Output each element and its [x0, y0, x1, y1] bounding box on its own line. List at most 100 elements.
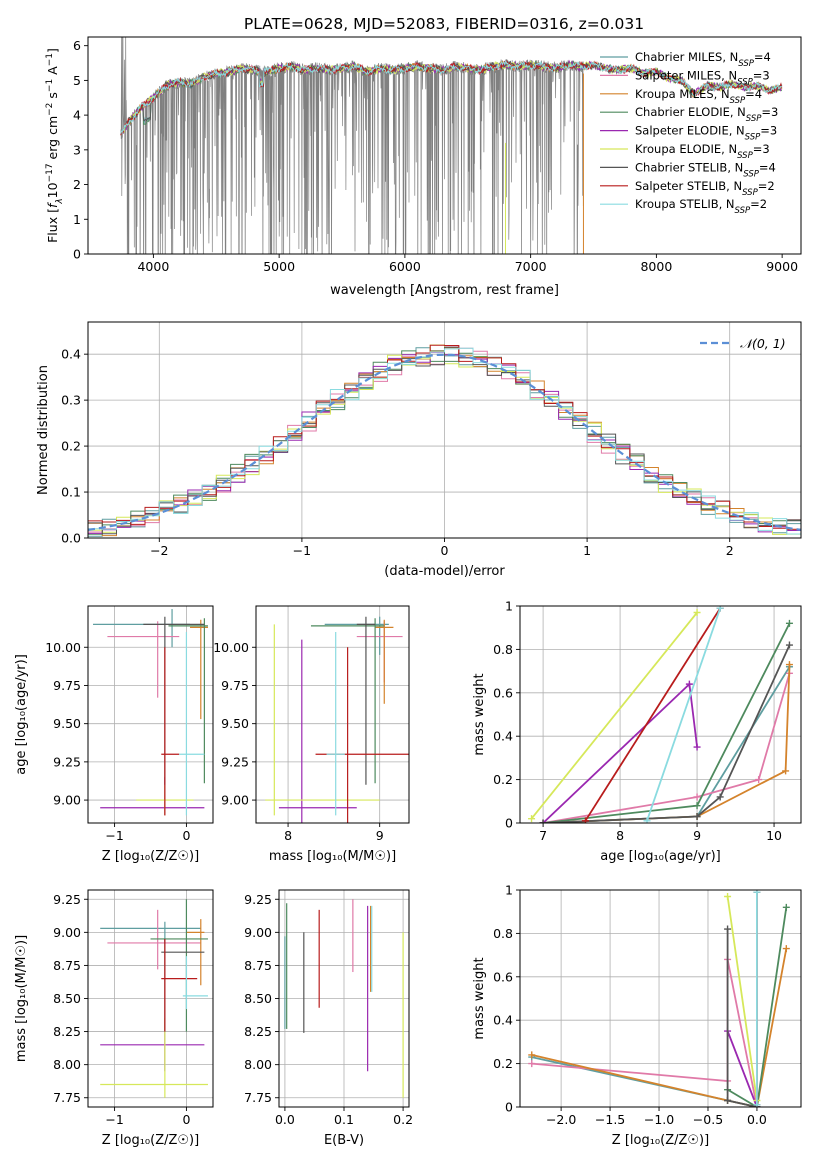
weight-vs-age-ylabel: mass weight — [472, 673, 487, 755]
mass-weight-line — [726, 1030, 758, 1107]
residuals-ytick-label: 0.4 — [61, 347, 81, 362]
mass-vs-ebv-ytick-label: 9.25 — [244, 892, 272, 907]
mass-weight-line — [584, 607, 721, 822]
spectrum-xtick-label: 8000 — [640, 259, 672, 274]
errorbar-point — [182, 956, 208, 1010]
mass-vs-z-ytick-label: 9.00 — [53, 925, 81, 940]
residuals-ytick-label: 0.3 — [61, 393, 81, 408]
residuals-ytick-label: 0.0 — [61, 531, 81, 546]
weight-vs-age-frame — [519, 605, 802, 824]
mass-vs-ebv-xtick-label: 0.0 — [275, 1112, 295, 1127]
errorbar-point — [190, 619, 208, 720]
weight-vs-age-xtick-label: 9 — [693, 828, 701, 843]
errorbar-point — [161, 647, 180, 816]
errorbar-point — [100, 921, 201, 942]
errorbar-point — [161, 938, 198, 1032]
legend-nssp-value: =4 — [754, 50, 771, 64]
weight-vs-z-xtick-label: 0.0 — [747, 1112, 767, 1127]
legend-nssp-sub: SSP — [737, 151, 753, 161]
spectrum-xtick-label: 4000 — [137, 259, 169, 274]
age-vs-z-panel: −1 0 9.00 9.25 9.50 9.75 10.00 Z [log₁₀(Z/Z☉)] a… — [14, 605, 214, 864]
mass-weight-marker — [528, 1051, 536, 1059]
weight-vs-age-plot-area — [520, 606, 801, 823]
errorbar-point — [265, 624, 380, 816]
age-vs-z-xtick-label: −1 — [105, 828, 123, 843]
weight-vs-age-panel: 7 8 9 10 0 0.2 0.4 0.6 0.8 1 age [log₁₀(age/yr)] ma… — [472, 599, 802, 864]
legend-label: Salpeter STELIB, NSSP=2 — [635, 179, 775, 198]
mass-weight-marker — [693, 743, 701, 751]
weight-vs-z-ylabel: mass weight — [472, 957, 487, 1039]
spectrum-ylabel-part: −17 — [45, 163, 55, 182]
residuals-xtick-label: −1 — [293, 543, 311, 558]
weight-vs-z-ytick-label: 1 — [505, 883, 513, 898]
mass-weight-marker — [685, 680, 693, 688]
residuals-xtick-label: −2 — [150, 543, 168, 558]
errorbar-point — [168, 618, 208, 784]
mass-weight-line — [727, 907, 788, 1107]
mass-vs-ebv-xtick-label: 0.2 — [393, 1112, 413, 1127]
spectrum-xtick-label: 5000 — [263, 259, 295, 274]
weight-vs-z-frame — [519, 889, 802, 1108]
mass-weight-marker — [716, 793, 724, 801]
residuals-panel: −2 −1 0 1 2 0.0 0.1 0.2 0.3 0.4 (data-model)/error… — [36, 321, 802, 579]
legend-label: Kroupa ELODIE, NSSP=3 — [635, 142, 770, 161]
mass-vs-z-ytick-label: 9.25 — [53, 892, 81, 907]
weight-vs-z-xlabel: Z [log₁₀(Z/Z☉)] — [612, 1133, 709, 1148]
age-vs-z-ytick-label: 9.75 — [53, 678, 81, 693]
mass-weight-line — [542, 622, 791, 823]
errorbar-point — [107, 621, 180, 698]
legend-label: Chabrier MILES, NSSP=4 — [635, 50, 771, 69]
mass-vs-z-panel: −1 0 7.75 8.00 8.25 8.50 8.75 9.00 9.25 Z [log₁₀(… — [14, 889, 214, 1148]
legend-series-name: Salpeter ELODIE, N — [635, 124, 745, 138]
age-vs-z-ylabel: age [log₁₀(age/yr)] — [14, 654, 29, 775]
age-vs-z-plot-area — [88, 606, 213, 823]
spectrum-xtick-label: 7000 — [515, 259, 547, 274]
mass-vs-z-ylabel: mass [log₁₀(M/M☉)] — [14, 935, 29, 1062]
legend-series-name: Chabrier MILES, N — [635, 50, 738, 64]
mass-weight-marker — [753, 890, 761, 896]
spectrum-xlabel: wavelength [Angstrom, rest frame] — [330, 283, 559, 298]
mass-weight-marker — [539, 819, 547, 823]
mass-vs-z-xtick-label: 0 — [182, 1112, 190, 1127]
mass-weight-marker — [716, 606, 724, 612]
legend-nssp-value: =3 — [753, 142, 770, 156]
residual-histogram — [88, 347, 801, 535]
mass-weight-marker — [724, 1096, 732, 1104]
legend-nssp-sub: SSP — [738, 59, 754, 69]
mass-vs-ebv-ytick-label: 8.75 — [244, 958, 272, 973]
age-vs-z-xlabel: Z [log₁₀(Z/Z☉)] — [102, 849, 199, 864]
residuals-xtick-label: 2 — [726, 543, 734, 558]
errorbar-point — [310, 618, 385, 784]
mass-vs-z-ytick-label: 8.25 — [53, 1024, 81, 1039]
age-vs-mass-xlabel: mass [log₁₀(M/M☉)] — [269, 849, 396, 864]
residuals-xtick-label: 0 — [441, 543, 449, 558]
legend-nssp-sub: SSP — [735, 206, 751, 216]
mass-weight-marker — [724, 925, 732, 933]
mass-weight-marker — [782, 903, 790, 911]
weight-vs-age-ytick-label: 0.8 — [493, 642, 513, 657]
weight-vs-age-xtick-label: 8 — [616, 828, 624, 843]
errorbar-point — [324, 616, 389, 655]
spectrum-ytick-label: 3 — [73, 142, 81, 157]
age-vs-mass-xtick-label: 8 — [284, 828, 292, 843]
age-vs-z-frame — [87, 605, 214, 824]
weight-vs-age-xlabel: age [log₁₀(age/yr)] — [600, 849, 721, 864]
errorbar-point — [356, 616, 376, 785]
mass-weight-marker — [643, 817, 651, 823]
legend-series-name: Chabrier ELODIE, N — [635, 105, 746, 119]
mass-weight-line — [543, 644, 791, 823]
weight-vs-z-ytick-label: 0.8 — [493, 926, 513, 941]
mass-vs-z-xlabel: Z [log₁₀(Z/Z☉)] — [102, 1133, 199, 1148]
spectrum-ytick-label: 4 — [73, 108, 81, 123]
weight-vs-z-ytick-label: 0.6 — [493, 969, 513, 984]
mass-vs-ebv-ytick-label: 9.00 — [244, 925, 272, 940]
spectrum-ylabel-part: f — [45, 202, 60, 208]
spectrum-ylabel-part: ] — [45, 48, 60, 53]
residuals-xlabel: (data-model)/error — [384, 564, 505, 579]
weight-vs-z-xtick-label: −2.0 — [546, 1112, 576, 1127]
mass-vs-ebv-plot-area — [279, 890, 409, 1107]
spectrum-ytick-label: 1 — [73, 212, 81, 227]
weight-vs-age-ytick-label: 1 — [505, 599, 513, 614]
